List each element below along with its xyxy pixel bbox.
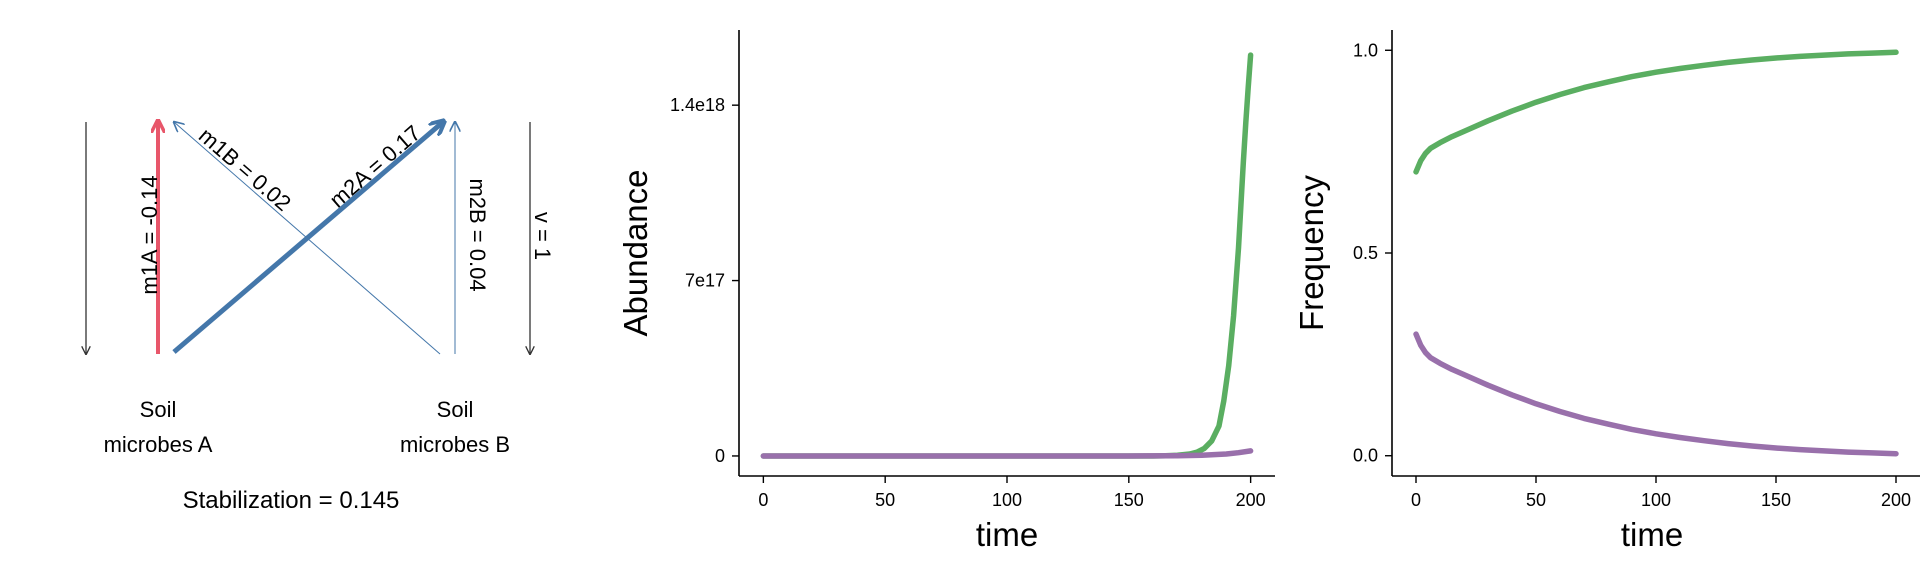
abundance-y-label: Abundance [617, 170, 654, 337]
frequency-series-layer [1413, 49, 1899, 457]
abundance-series-line-0 [760, 52, 1254, 459]
frequency-x-tick-label: 50 [1526, 490, 1546, 510]
frequency-y-tick-label: 1.0 [1353, 40, 1378, 60]
abundance-y-tick-label: 1.4e18 [670, 95, 725, 115]
abundance-ticks-layer: 0 50 100 150 200 0 7e17 1.4e18 [670, 95, 1266, 510]
abundance-y-tick-label: 7e17 [685, 271, 725, 291]
arrow-m2a [172, 122, 443, 354]
stabilization-label: Stabilization = 0.145 [183, 487, 400, 514]
abundance-x-tick-label: 200 [1236, 490, 1266, 510]
frequency-x-tick-label: 200 [1881, 490, 1911, 510]
node-b-label-line1: Soil [437, 397, 474, 422]
abundance-chart: 0 50 100 150 200 0 7e17 1.4e18 time Abundance [617, 30, 1275, 553]
abundance-x-tick-label: 50 [875, 490, 895, 510]
frequency-series-line-1 [1413, 331, 1899, 457]
node-b-label-line2: microbes B [400, 432, 510, 457]
frequency-x-tick-label: 100 [1641, 490, 1671, 510]
abundance-x-tick-label: 100 [992, 490, 1022, 510]
frequency-x-tick-label: 0 [1411, 490, 1421, 510]
node-a-label-line2: microbes A [104, 432, 213, 457]
frequency-y-tick-label: 0.5 [1353, 243, 1378, 263]
label-m1a: m1A = -0.14 [137, 175, 162, 294]
abundance-y-tick-label: 0 [715, 446, 725, 466]
label-m1b: m1B = 0.02 [194, 123, 296, 216]
arrow-m1b [174, 122, 441, 355]
frequency-y-tick-label: 0.0 [1353, 446, 1378, 466]
label-v: v = 1 [530, 212, 555, 260]
label-m2b: m2B = 0.04 [465, 178, 490, 291]
frequency-x-label: time [1621, 516, 1683, 553]
abundance-series-line-1 [760, 448, 1254, 459]
abundance-x-tick-label: 150 [1114, 490, 1144, 510]
frequency-x-tick-label: 150 [1761, 490, 1791, 510]
abundance-x-tick-label: 0 [758, 490, 768, 510]
abundance-series-layer [760, 52, 1254, 459]
abundance-x-label: time [976, 516, 1038, 553]
frequency-ticks-layer: 0 50 100 150 200 0.0 0.5 1.0 [1353, 40, 1911, 510]
interaction-diagram: m1A = -0.14 m1B = 0.02 m2A = 0.17 m2B = … [86, 120, 555, 514]
label-m2a: m2A = 0.17 [325, 120, 426, 212]
frequency-series-line-0 [1413, 49, 1899, 175]
frequency-chart: 0 50 100 150 200 0.0 0.5 1.0 time Frequency [1293, 30, 1920, 553]
node-a-label-line1: Soil [140, 397, 177, 422]
frequency-y-label: Frequency [1293, 175, 1330, 331]
